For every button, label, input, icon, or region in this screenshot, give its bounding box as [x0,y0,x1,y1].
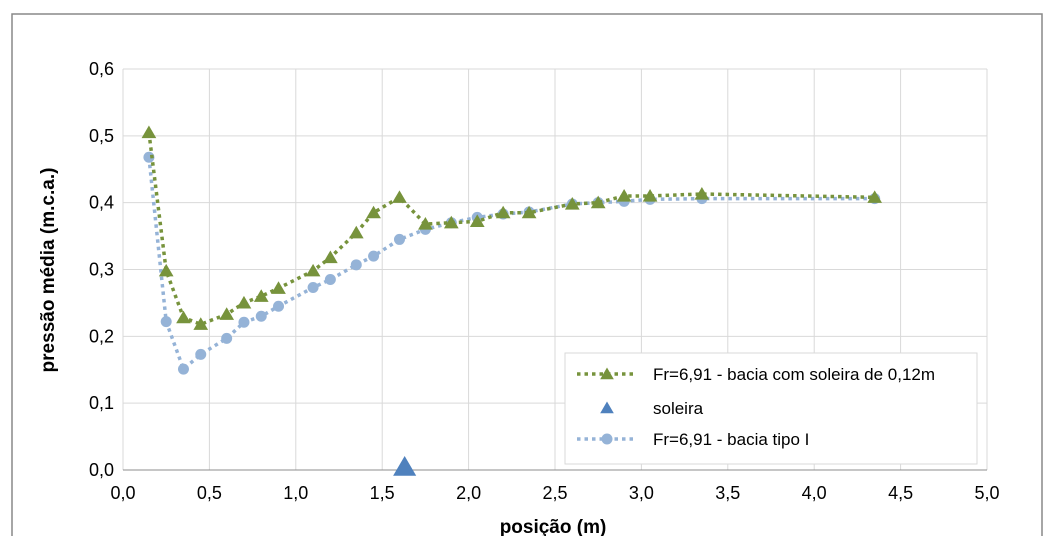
legend-label: soleira [653,399,704,418]
x-tick-label: 1,0 [283,483,308,503]
data-point [616,188,632,202]
data-point [141,125,157,139]
data-point [221,332,233,344]
series-0 [141,125,883,330]
data-point [521,205,537,219]
data-point [564,197,580,210]
data-point [193,317,209,330]
y-tick-label: 0,2 [89,326,114,346]
data-point [195,348,207,360]
legend-marker [600,401,614,414]
legend: Fr=6,91 - bacia com soleira de 0,12m sole… [564,352,978,465]
y-tick-label: 0,3 [89,260,114,280]
legend-marker [601,433,613,445]
data-point [238,316,250,328]
legend-entry: soleira [600,399,704,418]
data-point [393,233,405,245]
x-tick-label: 3,5 [715,483,740,503]
legend-label: Fr=6,91 - bacia com soleira de 0,12m [653,365,935,384]
legend-marker [600,367,614,380]
data-point [469,214,485,227]
x-tick-label: 4,5 [888,483,913,503]
legend-label: Fr=6,91 - bacia tipo I [653,430,809,449]
data-point [590,195,606,209]
data-point [392,190,407,203]
y-axis-title: pressão média (m.c.a.) [38,168,59,373]
data-point [642,188,658,202]
legend-box [564,352,978,465]
data-point [253,289,269,302]
data-point [443,215,459,229]
x-tick-label: 3,0 [629,483,654,503]
y-tick-label: 0,1 [89,393,114,413]
x-tick-label: 1,5 [370,483,395,503]
y-tick-label: 0,0 [89,460,114,480]
data-point [368,250,380,262]
legend-entry: Fr=6,91 - bacia tipo I [577,430,809,449]
data-point [176,310,191,324]
data-point [350,259,362,271]
data-point [273,300,285,312]
series-layer [141,125,883,476]
series-1 [393,456,417,476]
x-tick-label: 0,5 [197,483,222,503]
data-point [158,263,174,277]
data-point [418,217,433,230]
x-tick-label: 5,0 [974,483,999,503]
data-point [323,250,338,264]
y-tick-label: 0,4 [89,193,114,213]
data-point [307,282,319,294]
data-point [694,186,710,200]
grid-layer [123,68,988,470]
data-point [271,281,286,294]
x-axis-title: posição (m) [500,517,607,536]
data-point [255,310,267,322]
data-point [324,274,336,286]
x-tick-label: 2,0 [456,483,481,503]
data-point [177,363,189,375]
data-point [366,205,381,219]
data-point [219,307,235,320]
data-point [305,263,321,277]
legend-entries: Fr=6,91 - bacia com soleira de 0,12m sole… [577,365,935,449]
x-tick-label: 0,0 [110,483,135,503]
chart-border [11,13,1043,541]
data-point [393,456,417,476]
y-tick-label: 0,6 [89,59,114,79]
data-point [867,190,883,203]
x-tick-label: 4,0 [802,483,827,503]
data-point [495,205,511,219]
x-tick-label: 2,5 [542,483,567,503]
data-point [236,295,252,309]
y-tick-label: 0,5 [89,126,114,146]
legend-entry: Fr=6,91 - bacia com soleira de 0,12m [577,365,935,384]
data-point [160,316,172,328]
data-point [348,225,364,239]
data-point [143,151,155,163]
axis-layer: 0,0 0,5 1,0 1,5 2,0 2,5 3,0 3,5 4,0 4,5 5,0 0,0 0,1 0… [89,59,1000,503]
